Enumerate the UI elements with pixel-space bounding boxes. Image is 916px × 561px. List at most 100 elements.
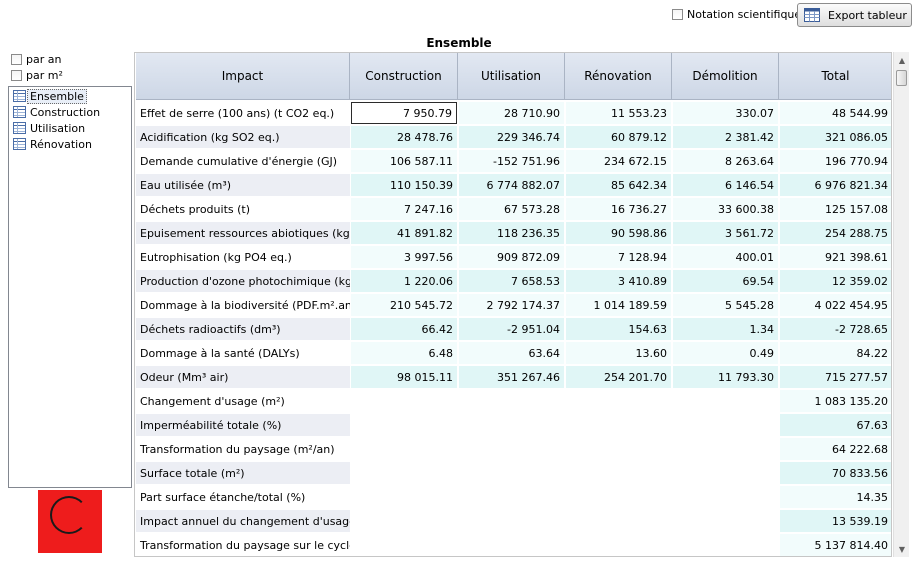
value-cell[interactable]: 321 086.05	[780, 126, 891, 148]
tree-item-utilisation[interactable]: Utilisation	[9, 120, 131, 136]
value-cell[interactable]: 66.42	[351, 318, 457, 340]
value-cell[interactable]: 125 157.08	[780, 198, 891, 220]
scroll-thumb[interactable]	[896, 70, 907, 86]
value-cell[interactable]: 1 014 189.59	[566, 294, 671, 316]
tree-item-ensemble[interactable]: Ensemble	[9, 88, 131, 104]
impact-label-cell[interactable]: Imperméabilité totale (%)	[136, 414, 350, 436]
scientific-notation-box[interactable]	[672, 9, 683, 20]
impact-label-cell[interactable]: Eutrophisation (kg PO4 eq.)	[136, 246, 350, 268]
value-cell[interactable]: 3 997.56	[351, 246, 457, 268]
column-header-construction[interactable]: Construction	[350, 53, 458, 100]
value-cell[interactable]: 14.35	[780, 486, 891, 508]
value-cell[interactable]: 1.34	[673, 318, 778, 340]
vertical-scrollbar[interactable]: ▲ ▼	[893, 52, 909, 557]
value-cell[interactable]: 6 774 882.07	[459, 174, 564, 196]
value-cell[interactable]: 11 793.30	[673, 366, 778, 388]
value-cell[interactable]: 48 544.99	[780, 102, 891, 124]
value-cell[interactable]: 1 083 135.20	[780, 390, 891, 412]
impact-label-cell[interactable]: Déchets radioactifs (dm³)	[136, 318, 350, 340]
value-cell[interactable]: 41 891.82	[351, 222, 457, 244]
value-cell[interactable]: 330.07	[673, 102, 778, 124]
value-cell[interactable]: 90 598.86	[566, 222, 671, 244]
value-cell[interactable]: 7 247.16	[351, 198, 457, 220]
per-m2-checkbox[interactable]: par m²	[11, 69, 63, 82]
value-cell[interactable]: 196 770.94	[780, 150, 891, 172]
column-header-demolition[interactable]: Démolition	[672, 53, 779, 100]
value-cell[interactable]: 234 672.15	[566, 150, 671, 172]
value-cell[interactable]: 0.49	[673, 342, 778, 364]
impact-label-cell[interactable]: Effet de serre (100 ans) (t CO2 eq.)	[136, 102, 350, 124]
scientific-notation-checkbox[interactable]: Notation scientifique	[672, 8, 801, 21]
tree-item-renovation[interactable]: Rénovation	[9, 136, 131, 152]
export-spreadsheet-button[interactable]: Export tableur	[797, 3, 912, 27]
value-cell[interactable]: 70 833.56	[780, 462, 891, 484]
value-cell[interactable]: 13.60	[566, 342, 671, 364]
value-cell[interactable]: 67.63	[780, 414, 891, 436]
value-cell[interactable]: 98 015.11	[351, 366, 457, 388]
value-cell[interactable]: -152 751.96	[459, 150, 564, 172]
column-header-impact[interactable]: Impact	[136, 53, 350, 100]
impact-label-cell[interactable]: Odeur (Mm³ air)	[136, 366, 350, 388]
value-cell[interactable]: 715 277.57	[780, 366, 891, 388]
value-cell[interactable]: 7 950.79	[351, 102, 457, 124]
value-cell[interactable]: 106 587.11	[351, 150, 457, 172]
per-m2-box[interactable]	[11, 70, 22, 81]
value-cell[interactable]: 7 128.94	[566, 246, 671, 268]
value-cell[interactable]: 909 872.09	[459, 246, 564, 268]
value-cell[interactable]: 67 573.28	[459, 198, 564, 220]
column-header-utilisation[interactable]: Utilisation	[458, 53, 565, 100]
value-cell[interactable]: 6.48	[351, 342, 457, 364]
tree-item-construction[interactable]: Construction	[9, 104, 131, 120]
phase-tree[interactable]: Ensemble Construction Utilisation Rénova…	[8, 86, 132, 488]
value-cell[interactable]: 210 545.72	[351, 294, 457, 316]
value-cell[interactable]: 63.64	[459, 342, 564, 364]
value-cell[interactable]: 85 642.34	[566, 174, 671, 196]
impact-label-cell[interactable]: Déchets produits (t)	[136, 198, 350, 220]
impact-label-cell[interactable]: Acidification (kg SO2 eq.)	[136, 126, 350, 148]
value-cell[interactable]: 921 398.61	[780, 246, 891, 268]
scroll-down-icon[interactable]: ▼	[898, 544, 906, 554]
impact-label-cell[interactable]: Dommage à la biodiversité (PDF.m².an)	[136, 294, 350, 316]
value-cell[interactable]: 2 381.42	[673, 126, 778, 148]
value-cell[interactable]: 60 879.12	[566, 126, 671, 148]
value-cell[interactable]: 110 150.39	[351, 174, 457, 196]
per-year-box[interactable]	[11, 54, 22, 65]
impact-label-cell[interactable]: Transformation du paysage sur le cycle .…	[136, 534, 350, 556]
value-cell[interactable]: 84.22	[780, 342, 891, 364]
value-cell[interactable]: 64 222.68	[780, 438, 891, 460]
scroll-up-icon[interactable]: ▲	[898, 55, 906, 65]
value-cell[interactable]: -2 951.04	[459, 318, 564, 340]
value-cell[interactable]: 6 146.54	[673, 174, 778, 196]
value-cell[interactable]: 254 201.70	[566, 366, 671, 388]
value-cell[interactable]: 33 600.38	[673, 198, 778, 220]
value-cell[interactable]: 400.01	[673, 246, 778, 268]
impact-label-cell[interactable]: Part surface étanche/total (%)	[136, 486, 350, 508]
value-cell[interactable]: 8 263.64	[673, 150, 778, 172]
value-cell[interactable]: 118 236.35	[459, 222, 564, 244]
value-cell[interactable]: 28 710.90	[459, 102, 564, 124]
value-cell[interactable]: 4 022 454.95	[780, 294, 891, 316]
impact-label-cell[interactable]: Dommage à la santé (DALYs)	[136, 342, 350, 364]
impact-label-cell[interactable]: Transformation du paysage (m²/an)	[136, 438, 350, 460]
value-cell[interactable]: 7 658.53	[459, 270, 564, 292]
value-cell[interactable]: 13 539.19	[780, 510, 891, 532]
value-cell[interactable]: 12 359.02	[780, 270, 891, 292]
impact-label-cell[interactable]: Changement d'usage (m²)	[136, 390, 350, 412]
value-cell[interactable]: 1 220.06	[351, 270, 457, 292]
value-cell[interactable]: 69.54	[673, 270, 778, 292]
value-cell[interactable]: 6 976 821.34	[780, 174, 891, 196]
column-header-total[interactable]: Total	[779, 53, 891, 100]
value-cell[interactable]: 16 736.27	[566, 198, 671, 220]
value-cell[interactable]: 2 792 174.37	[459, 294, 564, 316]
value-cell[interactable]: -2 728.65	[780, 318, 891, 340]
value-cell[interactable]: 351 267.46	[459, 366, 564, 388]
impact-label-cell[interactable]: Epuisement ressources abiotiques (kg d'.…	[136, 222, 350, 244]
value-cell[interactable]: 11 553.23	[566, 102, 671, 124]
value-cell[interactable]: 28 478.76	[351, 126, 457, 148]
value-cell[interactable]: 3 561.72	[673, 222, 778, 244]
value-cell[interactable]: 254 288.75	[780, 222, 891, 244]
impact-label-cell[interactable]: Surface totale (m²)	[136, 462, 350, 484]
value-cell[interactable]: 229 346.74	[459, 126, 564, 148]
value-cell[interactable]: 3 410.89	[566, 270, 671, 292]
impact-label-cell[interactable]: Eau utilisée (m³)	[136, 174, 350, 196]
